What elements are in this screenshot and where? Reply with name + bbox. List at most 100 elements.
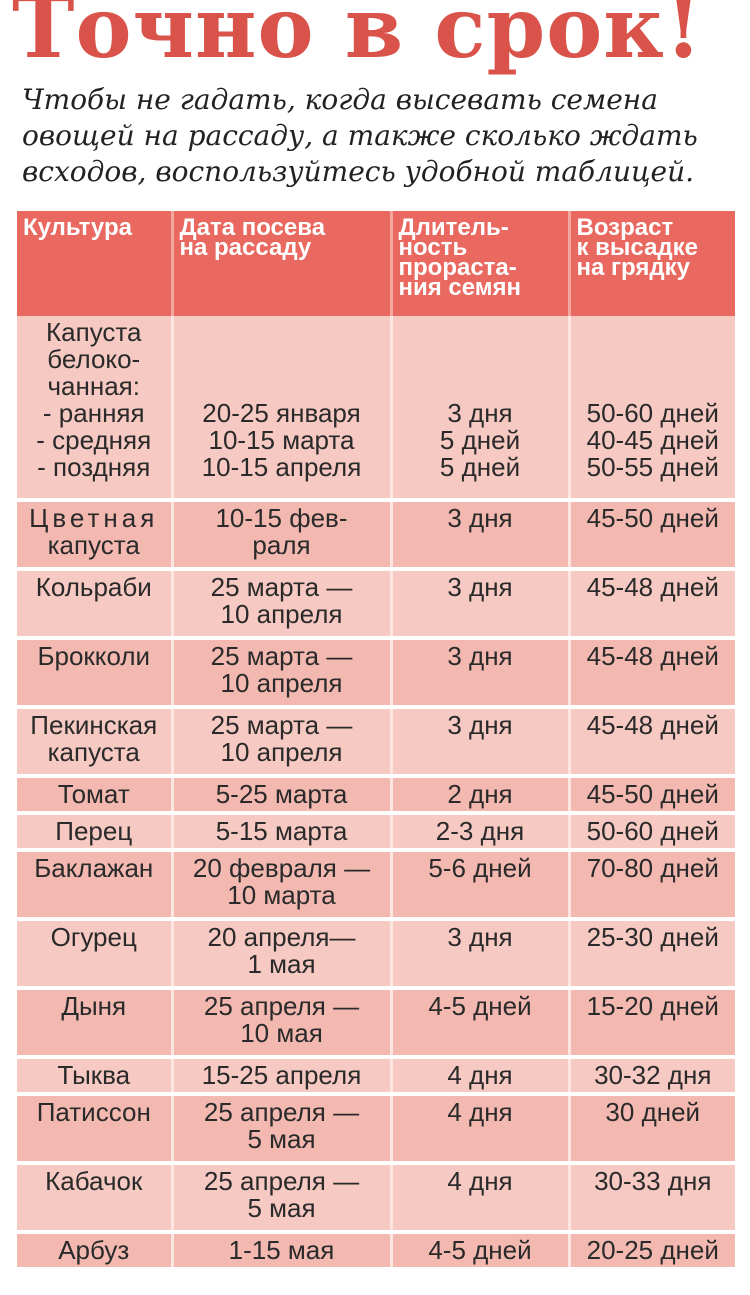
crop-cell: Кольраби — [17, 569, 174, 640]
germination-cell: 5-6 дней — [391, 850, 571, 921]
header-line: Культура — [23, 214, 132, 241]
age-cell: 50-60 дней 40-45 дней 50-55 дней — [569, 316, 735, 502]
cell-line: Тыква — [57, 1060, 131, 1090]
cell-line — [396, 373, 565, 400]
cell-line: 2 дня — [447, 779, 513, 809]
cell-line: 1-15 мая — [228, 1235, 335, 1265]
cell-line: 25 марта — — [210, 710, 353, 740]
cell-line: 10-15 апреля — [201, 452, 362, 482]
cell-line: 10 апреля — [220, 668, 343, 698]
age-cell: 15-20 дней — [569, 988, 735, 1059]
cell-line: 20-25 января — [202, 398, 361, 428]
cell-line: 45-48 дней — [586, 641, 719, 671]
cell-line: 25 марта — — [210, 641, 353, 671]
cell-line — [396, 319, 565, 346]
crop-cell: Огурец — [17, 919, 174, 990]
age-cell: 50-60 дней — [569, 813, 735, 852]
header-line: к высадке — [576, 234, 699, 261]
cell-line — [574, 346, 733, 373]
germination-cell: 3 дня — [391, 919, 571, 990]
crop-cell: Цветная капуста — [17, 500, 174, 571]
cell-line — [574, 319, 733, 346]
age-cell: 45-48 дней — [569, 569, 735, 640]
cell-line: Перец — [55, 816, 133, 846]
header-crop: Культура — [17, 211, 174, 316]
sowing-schedule-table: Культура Дата посева на рассаду Длитель-нос… — [17, 211, 735, 1271]
cell-line: 10 мая — [240, 1018, 323, 1048]
cell-line: 50-60 дней — [586, 816, 719, 846]
cell-line: 10-15 марта — [208, 425, 355, 455]
germination-cell: 3 дня 5 дней 5 дней — [391, 316, 571, 502]
header-line: прораста- — [398, 254, 517, 281]
germination-cell: 4-5 дней — [391, 1232, 571, 1271]
sowing-cell: 20-25 января 10-15 марта 10-15 апреля — [172, 316, 393, 502]
cell-line: 4 дня — [447, 1166, 513, 1196]
sowing-cell: 5-25 марта — [172, 776, 393, 815]
header-line: Длитель- — [398, 214, 509, 241]
cell-line: 3 дня — [447, 398, 513, 428]
table-row: Капуста белоко-чанная: - ранняя - средняя - … — [17, 316, 735, 502]
cell-line: 40-45 дней — [586, 425, 719, 455]
germination-cell: 2 дня — [391, 776, 571, 815]
cell-line: 25 апреля — — [203, 1166, 360, 1196]
crop-cell: Перец — [17, 813, 174, 852]
sowing-cell: 5-15 марта — [172, 813, 393, 852]
cell-line: 4 дня — [447, 1097, 513, 1127]
cell-line: 30-33 дня — [594, 1166, 712, 1196]
cell-line: 5 дней — [439, 452, 521, 482]
header-line: на грядку — [576, 254, 690, 281]
cell-line: - средняя — [36, 425, 152, 455]
cell-line: 25 марта — — [210, 572, 353, 602]
age-cell: 70-80 дней — [569, 850, 735, 921]
cell-line — [177, 319, 387, 346]
table-row: Пекинская капуста 25 марта —10 апреля 3 дня… — [17, 707, 735, 778]
table-row: Патиссон 25 апреля —5 мая 4 дня 30 дней — [17, 1094, 735, 1165]
crop-cell: Капуста белоко-чанная: - ранняя - средняя - … — [17, 316, 174, 502]
cell-line: Огурец — [50, 922, 137, 952]
header-row: Культура Дата посева на рассаду Длитель-нос… — [17, 211, 735, 316]
germination-cell: 4-5 дней — [391, 988, 571, 1059]
sowing-cell: 25 марта —10 апреля — [172, 707, 393, 778]
sowing-cell: 10-15 фев-раля — [172, 500, 393, 571]
table-row: Перец 5-15 марта 2-3 дня 50-60 дней — [17, 813, 735, 852]
cell-line: 10 апреля — [220, 599, 343, 629]
germination-cell: 2-3 дня — [391, 813, 571, 852]
sowing-cell: 25 апреля —5 мая — [172, 1163, 393, 1234]
table-body: Капуста белоко-чанная: - ранняя - средняя - … — [17, 316, 735, 1271]
cell-line: 3 дня — [447, 503, 513, 533]
table-row: Цветная капуста 10-15 фев-раля 3 дня 45-50 д… — [17, 500, 735, 571]
header-line: на рассаду — [179, 234, 312, 261]
cell-line: Дыня — [61, 991, 127, 1021]
page-title: Точно в срок! — [12, 0, 703, 77]
sowing-cell: 20 апреля— 1 мая — [172, 919, 393, 990]
crop-cell: Баклажан — [17, 850, 174, 921]
crop-cell: Брокколи — [17, 638, 174, 709]
cell-line: 50-60 дней — [586, 398, 719, 428]
intro-line: овощей на рассаду, а также сколько ждать — [22, 119, 698, 152]
age-cell: 45-48 дней — [569, 707, 735, 778]
germination-cell: 3 дня — [391, 707, 571, 778]
cell-line: 15-20 дней — [586, 991, 719, 1021]
age-cell: 45-50 дней — [569, 500, 735, 571]
cell-line: 50-55 дней — [586, 452, 719, 482]
cell-line: 1 мая — [247, 949, 316, 979]
cell-line: Кольраби — [35, 572, 152, 602]
cell-line: чанная: — [47, 371, 141, 401]
cell-line: Цветная — [29, 503, 159, 533]
sowing-cell: 25 марта —10 апреля — [172, 569, 393, 640]
cell-line: 2-3 дня — [435, 816, 525, 846]
germination-cell: 4 дня — [391, 1057, 571, 1096]
cell-line: 5-25 марта — [215, 779, 348, 809]
crop-cell: Дыня — [17, 988, 174, 1059]
cell-line: 3 дня — [447, 641, 513, 671]
cell-line: 5-6 дней — [428, 853, 532, 883]
cell-line: 5 дней — [439, 425, 521, 455]
cell-line — [177, 346, 387, 373]
cell-line — [574, 373, 733, 400]
cell-line: - ранняя — [42, 398, 145, 428]
age-cell: 45-50 дней — [569, 776, 735, 815]
sowing-cell: 15-25 апреля — [172, 1057, 393, 1096]
sowing-cell: 1-15 мая — [172, 1232, 393, 1271]
cell-line — [177, 373, 387, 400]
crop-cell: Патиссон — [17, 1094, 174, 1165]
